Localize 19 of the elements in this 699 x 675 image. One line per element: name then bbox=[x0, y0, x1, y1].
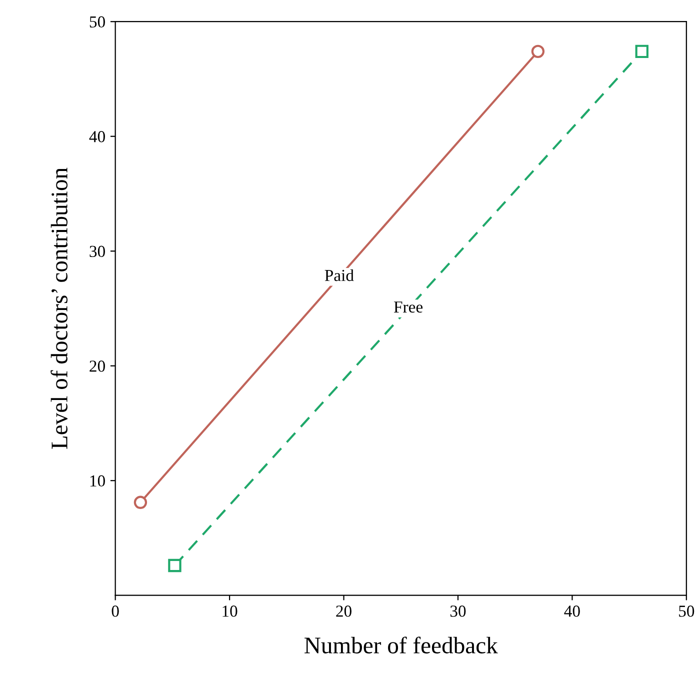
y-tick-label: 40 bbox=[89, 131, 105, 142]
y-tick-label: 50 bbox=[90, 16, 105, 28]
x-tick-label: 30 bbox=[450, 606, 466, 617]
y-tick-label: 20 bbox=[90, 360, 105, 372]
x-axis-title: Number of feedback bbox=[304, 636, 498, 654]
x-tick-label: 50 bbox=[679, 606, 694, 617]
x-tick-label: 20 bbox=[336, 606, 352, 617]
series-label: Free bbox=[394, 302, 423, 313]
series-label: Paid bbox=[324, 269, 354, 282]
point bbox=[531, 44, 545, 58]
point bbox=[635, 44, 648, 58]
y-tick-label: 10 bbox=[90, 475, 105, 487]
point bbox=[134, 496, 148, 510]
x-tick-label: 10 bbox=[222, 606, 238, 617]
x-tick-label: 0 bbox=[112, 606, 119, 617]
y-tick-label: 30 bbox=[90, 246, 105, 258]
x-tick-label: 40 bbox=[564, 606, 580, 617]
point bbox=[168, 558, 182, 572]
y-axis-title: Level of doctors’ contribution bbox=[50, 168, 68, 449]
